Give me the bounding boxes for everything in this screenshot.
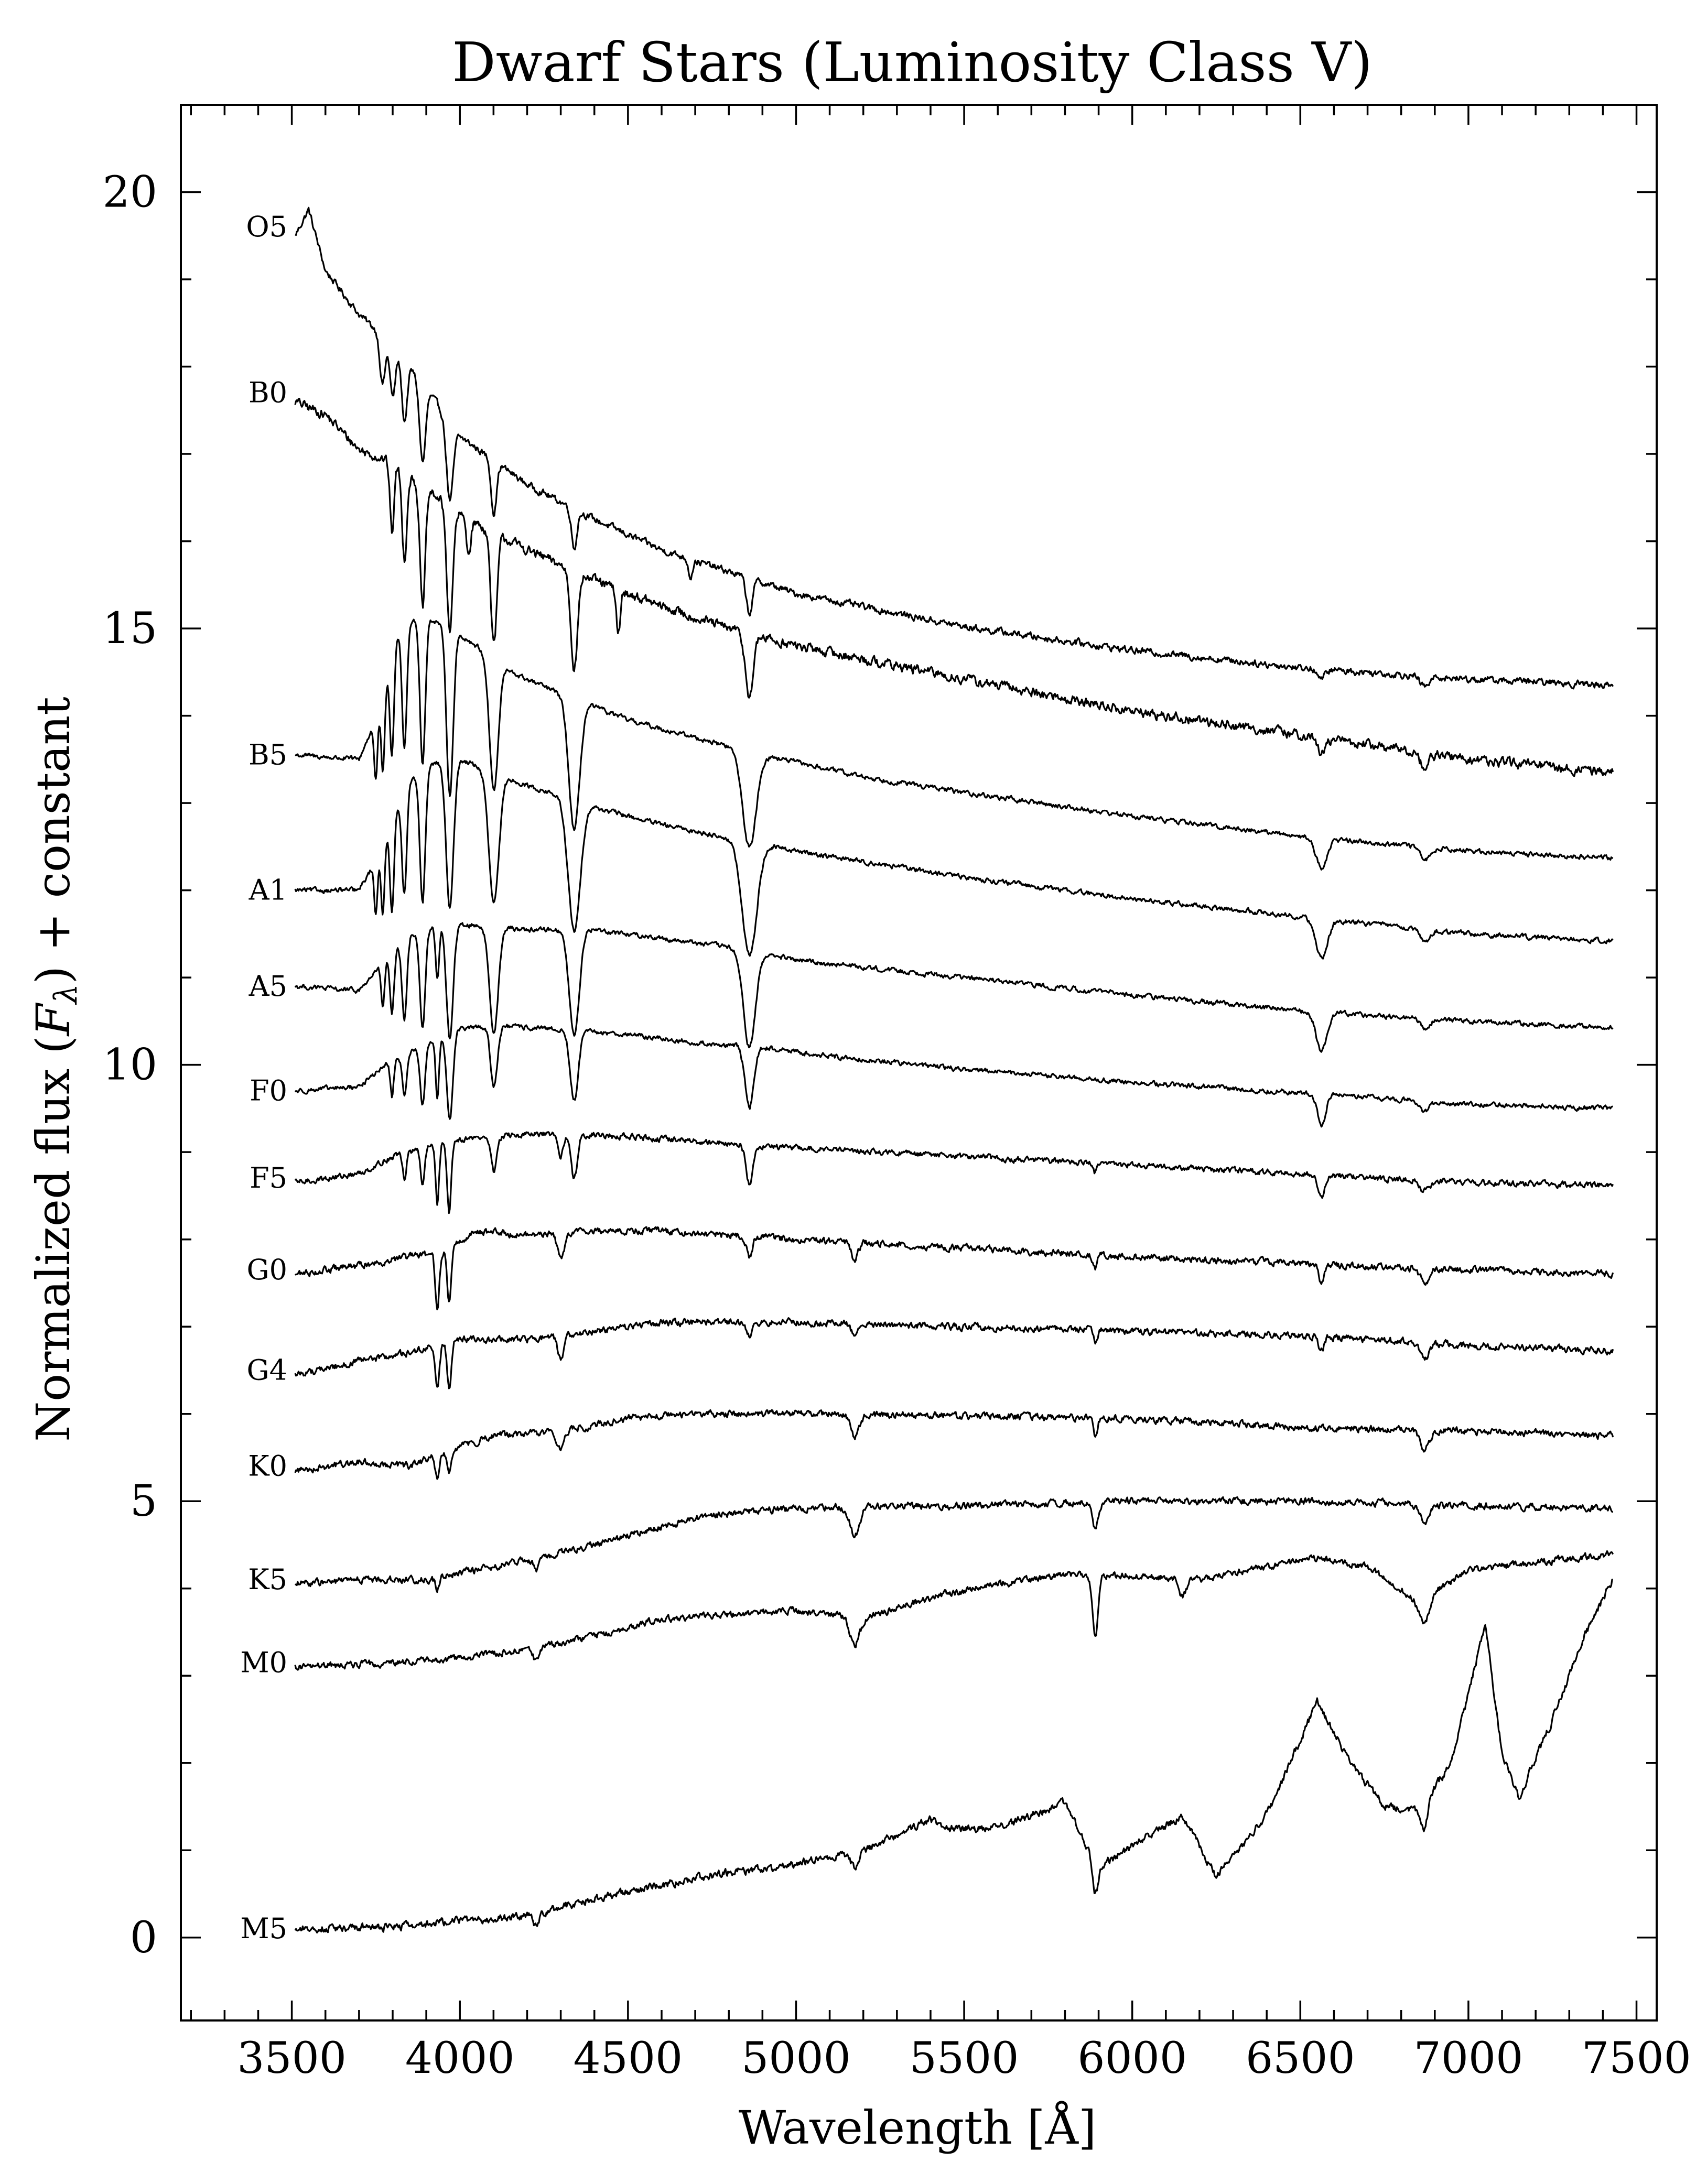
plot-area: O5 B0 B5 A1 A5 F0 F5 G0 G4 K0 K5 M0 M5 (180, 104, 1658, 2022)
x-tick-label: 5000 (741, 2034, 851, 2083)
x-tick-label: 7500 (1582, 2034, 1691, 2083)
chart-title: Dwarf Stars (Luminosity Class V) (452, 30, 1373, 94)
y-axis-label-var: F (26, 1002, 80, 1037)
series-label-a1: A1 (249, 874, 287, 907)
y-tick-label: 10 (103, 1040, 157, 1090)
x-tick-labels: 3500 4000 4500 5000 5500 6000 6500 7000 7500 (237, 2034, 1691, 2083)
series-label-a5: A5 (249, 970, 287, 1003)
spectra-group (294, 207, 1614, 1933)
y-tick-label: 0 (130, 1913, 157, 1963)
series-label-f0: F0 (250, 1074, 287, 1107)
spectrum-line-k5 (295, 1496, 1613, 1593)
spectrum-line-o5 (295, 207, 1614, 690)
spectrum-line-k0 (294, 1409, 1614, 1480)
y-axis-label-before: Normalized flux ( (26, 1036, 80, 1441)
series-label-g0: G0 (247, 1253, 288, 1286)
y-tick-label: 15 (103, 604, 157, 654)
series-label-k0: K0 (248, 1450, 287, 1483)
y-axis-label-sub: λ (48, 984, 84, 1005)
spectrum-line-g0 (295, 1226, 1614, 1310)
axis-ticks (181, 104, 1657, 2020)
series-label-b0: B0 (249, 376, 287, 409)
series-label-f5: F5 (250, 1161, 287, 1194)
series-label-b5: B5 (249, 738, 287, 772)
spectrum-line-a5 (294, 922, 1614, 1053)
plot-frame (180, 104, 1658, 2022)
x-tick-label: 5500 (910, 2034, 1019, 2083)
spectrum-line-b5 (295, 618, 1614, 871)
spectrum-line-b0 (294, 398, 1614, 777)
x-tick-label: 7000 (1414, 2034, 1524, 2083)
spectrum-line-f5 (294, 1131, 1614, 1214)
y-tick-label: 5 (130, 1476, 157, 1526)
y-axis-label-after: ) + constant (26, 697, 80, 984)
series-label-m0: M0 (240, 1646, 287, 1679)
x-tick-label: 4500 (573, 2034, 683, 2083)
x-tick-label: 4000 (405, 2034, 515, 2083)
x-tick-label: 3500 (237, 2034, 347, 2083)
spectrum-line-m5 (294, 1579, 1613, 1933)
series-label-m5: M5 (240, 1912, 287, 1945)
spectrum-line-f0 (294, 1023, 1613, 1128)
x-tick-label: 6500 (1246, 2034, 1355, 2083)
series-label-g4: G4 (247, 1353, 288, 1386)
spectrum-line-g4 (294, 1317, 1614, 1389)
spectrum-line-m0 (294, 1550, 1614, 1671)
spectrum-line-a1 (294, 759, 1614, 960)
series-label-o5: O5 (246, 210, 287, 243)
y-axis-label: Normalized flux (Fλ) + constant (26, 697, 84, 1441)
x-tick-label: 6000 (1077, 2034, 1187, 2083)
y-tick-labels: 0 5 10 15 20 (103, 168, 157, 1963)
y-tick-label: 20 (103, 168, 157, 218)
series-labels: O5 B0 B5 A1 A5 F0 F5 G0 G4 K0 K5 M0 M5 (240, 210, 287, 1945)
series-label-k5: K5 (248, 1563, 287, 1596)
x-axis-label: Wavelength [Å] (739, 2101, 1097, 2155)
